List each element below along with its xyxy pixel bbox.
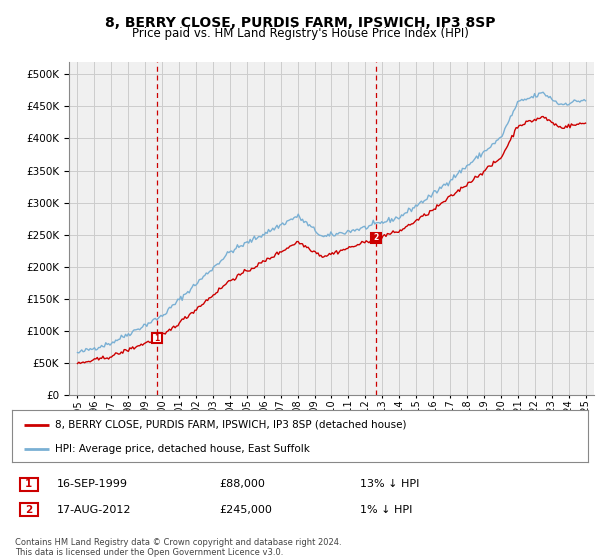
Text: HPI: Average price, detached house, East Suffolk: HPI: Average price, detached house, East… xyxy=(55,444,310,454)
Text: 13% ↓ HPI: 13% ↓ HPI xyxy=(360,479,419,489)
Text: 16-SEP-1999: 16-SEP-1999 xyxy=(57,479,128,489)
Text: 8, BERRY CLOSE, PURDIS FARM, IPSWICH, IP3 8SP: 8, BERRY CLOSE, PURDIS FARM, IPSWICH, IP… xyxy=(105,16,495,30)
Text: Price paid vs. HM Land Registry's House Price Index (HPI): Price paid vs. HM Land Registry's House … xyxy=(131,27,469,40)
Text: 8, BERRY CLOSE, PURDIS FARM, IPSWICH, IP3 8SP (detached house): 8, BERRY CLOSE, PURDIS FARM, IPSWICH, IP… xyxy=(55,420,407,430)
Text: £245,000: £245,000 xyxy=(219,505,272,515)
Text: 1: 1 xyxy=(25,479,32,489)
Text: 1% ↓ HPI: 1% ↓ HPI xyxy=(360,505,412,515)
Text: £88,000: £88,000 xyxy=(219,479,265,489)
Text: 17-AUG-2012: 17-AUG-2012 xyxy=(57,505,131,515)
Text: 2: 2 xyxy=(25,505,32,515)
Text: 1: 1 xyxy=(155,334,160,343)
Text: Contains HM Land Registry data © Crown copyright and database right 2024.
This d: Contains HM Land Registry data © Crown c… xyxy=(15,538,341,557)
Text: 2: 2 xyxy=(373,234,379,242)
